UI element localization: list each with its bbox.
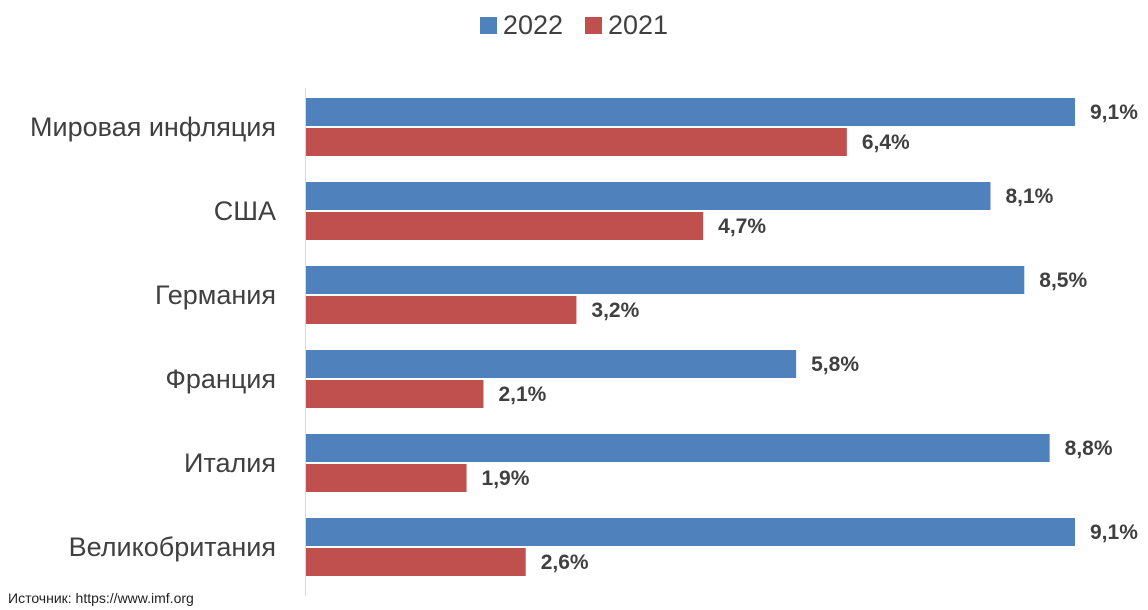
bar-2022: [306, 350, 797, 378]
bar-2021: [306, 380, 484, 408]
bar-2022: [306, 266, 1025, 294]
legend-item-2022: 2022: [479, 10, 563, 41]
data-label-2022: 8,1%: [1005, 185, 1053, 208]
data-label-2022: 8,5%: [1039, 269, 1087, 292]
legend-swatch-2021: [585, 17, 602, 34]
data-label-2022: 5,8%: [811, 353, 859, 376]
bar-2022: [306, 182, 991, 210]
legend-item-2021: 2021: [585, 10, 668, 41]
category-label: США: [214, 196, 276, 226]
category-label: Германия: [155, 280, 276, 310]
legend-label-2022: 2022: [502, 10, 563, 40]
legend: 2022 2021: [0, 10, 1148, 41]
data-label-2022: 9,1%: [1090, 521, 1138, 544]
category-label: Италия: [184, 448, 276, 478]
data-label-2022: 8,8%: [1065, 437, 1113, 460]
bar-2021: [306, 464, 467, 492]
bar-2021: [306, 296, 577, 324]
bar-2021: [306, 212, 704, 240]
bar-2022: [306, 434, 1050, 462]
bar-2022: [306, 98, 1075, 126]
data-label-2021: 1,9%: [482, 467, 530, 490]
category-label: Мировая инфляция: [30, 112, 276, 142]
data-label-2022: 9,1%: [1090, 101, 1138, 124]
data-label-2021: 4,7%: [718, 215, 766, 238]
bar-2021: [306, 128, 847, 156]
category-label: Великобритания: [69, 532, 276, 562]
legend-swatch-2022: [479, 17, 497, 34]
data-label-2021: 6,4%: [862, 131, 910, 154]
source-note: Источник: https://www.imf.org: [8, 590, 194, 606]
category-label: Франция: [165, 364, 276, 394]
legend-label-2021: 2021: [608, 10, 669, 40]
bar-2021: [306, 548, 526, 576]
bar-2022: [306, 518, 1075, 546]
data-label-2021: 3,2%: [591, 299, 639, 322]
data-label-2021: 2,6%: [541, 551, 589, 574]
data-label-2021: 2,1%: [498, 383, 546, 406]
